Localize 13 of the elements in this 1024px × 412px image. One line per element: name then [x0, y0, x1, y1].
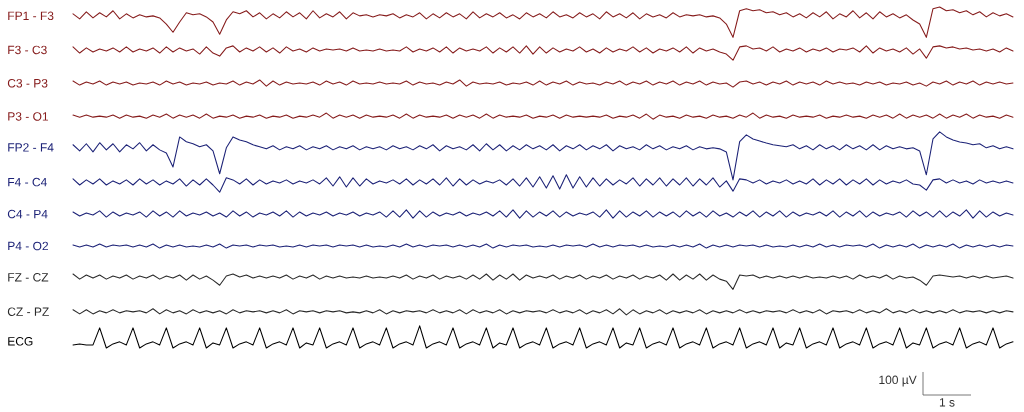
text: 100 µV [879, 375, 917, 387]
text: P3 - O1 [8, 112, 49, 121]
text: FZ - CZ [8, 273, 49, 282]
series-label: FP2 - F4 [8, 143, 54, 152]
text: C4 - P4 [7, 209, 48, 219]
text: F4 - C4 [8, 177, 47, 187]
text: F3 - C3 [8, 45, 47, 55]
text: ECG [8, 337, 33, 346]
text: P4 - O2 [8, 241, 49, 251]
text: C3 - P3 [7, 78, 48, 88]
text: 1 s [939, 398, 955, 407]
series-label: FP1 - F3 [8, 11, 54, 21]
text: CZ - PZ [7, 307, 49, 316]
